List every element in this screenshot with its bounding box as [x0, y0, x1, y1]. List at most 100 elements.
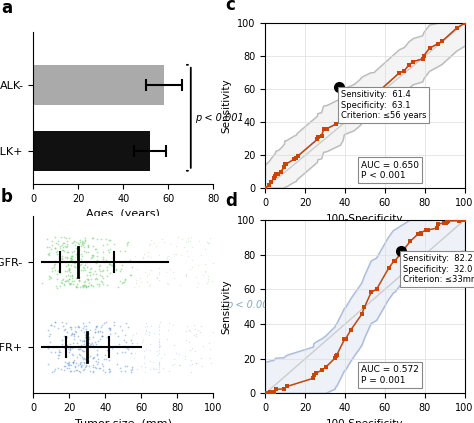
Point: [51, 365, 59, 372]
Point: [170, 360, 178, 367]
Y-axis label: Sensitivity: Sensitivity: [222, 279, 232, 334]
Point: [48, 264, 56, 271]
Point: [74, 343, 82, 350]
Point: [93, 352, 101, 358]
Point: [64, 277, 71, 283]
Point: [118, 265, 125, 272]
Point: [150, 239, 157, 246]
Point: [149, 359, 157, 365]
Point: [105, 261, 113, 267]
Point: [61, 253, 69, 260]
Point: [58, 337, 65, 344]
Point: [155, 338, 163, 345]
Point: [206, 346, 213, 352]
Point: [146, 241, 154, 248]
Point: [117, 268, 124, 275]
Point: [63, 237, 71, 244]
Point: [44, 250, 52, 257]
Point: [117, 364, 124, 371]
Point: [99, 367, 107, 374]
Point: [147, 322, 155, 329]
Point: [93, 249, 101, 255]
Point: [175, 362, 183, 368]
Point: [46, 338, 54, 345]
Point: [53, 251, 61, 258]
Point: [86, 334, 93, 341]
Point: [80, 244, 87, 251]
Point: [51, 323, 58, 330]
Point: [53, 343, 60, 350]
Point: [75, 245, 83, 252]
Point: [68, 254, 75, 261]
Point: [72, 343, 79, 350]
Point: [123, 240, 130, 247]
Point: [71, 260, 79, 267]
Point: [45, 272, 52, 279]
Point: [77, 243, 85, 250]
Point: [164, 327, 172, 333]
Point: [141, 323, 149, 330]
Point: [52, 248, 59, 255]
Point: [103, 282, 111, 288]
Point: [194, 279, 202, 286]
Point: [87, 276, 95, 283]
Point: [84, 331, 91, 338]
Point: [141, 368, 148, 375]
Point: [63, 352, 70, 358]
Point: [58, 247, 66, 253]
Point: [63, 334, 70, 341]
Point: [51, 319, 59, 326]
Point: [56, 283, 64, 290]
Point: [54, 365, 61, 371]
Point: [127, 256, 134, 263]
Point: [140, 337, 147, 343]
Point: [56, 245, 64, 252]
Point: [134, 365, 141, 372]
Point: [66, 269, 74, 276]
Point: [163, 254, 171, 261]
Point: [49, 343, 57, 350]
Point: [134, 339, 141, 346]
Point: [73, 275, 80, 281]
Point: [69, 358, 77, 365]
Point: [181, 353, 189, 360]
Point: [106, 324, 113, 331]
Point: [95, 265, 102, 272]
Point: [60, 281, 67, 288]
Point: [106, 325, 114, 332]
Point: [153, 352, 161, 358]
Point: [80, 248, 87, 255]
Point: [60, 332, 67, 339]
Point: [82, 323, 90, 330]
Point: [155, 361, 163, 368]
Point: [182, 328, 190, 335]
Point: [65, 235, 73, 242]
Point: [78, 239, 86, 246]
Point: [155, 347, 163, 354]
Point: [93, 346, 101, 353]
Point: [89, 242, 97, 249]
Point: [141, 330, 148, 336]
Point: [118, 327, 126, 334]
Point: [55, 352, 62, 358]
Point: [60, 244, 67, 250]
Point: [65, 267, 73, 274]
Point: [143, 272, 151, 279]
Point: [206, 355, 214, 362]
Point: [101, 351, 109, 358]
Point: [67, 255, 74, 261]
Point: [169, 361, 176, 368]
Point: [93, 350, 100, 357]
Point: [79, 282, 87, 289]
X-axis label: 100-Specificity: 100-Specificity: [326, 419, 404, 423]
Point: [45, 250, 53, 257]
Point: [52, 266, 59, 273]
Point: [105, 366, 113, 373]
Point: [78, 344, 85, 351]
Point: [44, 343, 52, 350]
Point: [142, 326, 149, 333]
Point: [189, 345, 196, 352]
Point: [121, 331, 128, 338]
Point: [87, 282, 94, 288]
Point: [82, 283, 90, 290]
